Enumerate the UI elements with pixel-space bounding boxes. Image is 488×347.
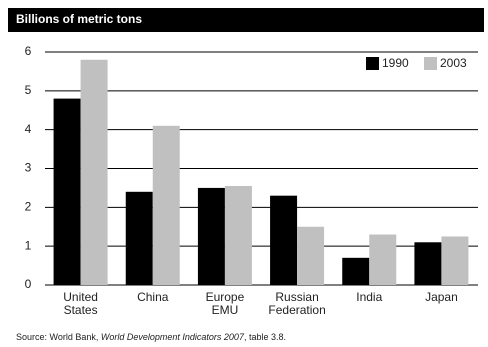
- bar: [369, 234, 397, 285]
- chart-title: Billions of metric tons: [16, 12, 142, 26]
- y-tick-label: 0: [25, 277, 32, 291]
- bar: [224, 185, 252, 285]
- title-bar: [8, 8, 484, 32]
- x-tick-label-line: Europe: [206, 290, 245, 304]
- source: Source: World Bank, World Development In…: [16, 332, 286, 342]
- x-tick-label: Europe EMU: [206, 290, 245, 317]
- y-tick-label: 2: [25, 200, 32, 214]
- bar: [270, 195, 298, 285]
- x-tick-label-line: Federation: [268, 303, 325, 317]
- source-prefix: Source: World Bank,: [16, 332, 101, 342]
- x-tick-label-line: Russian: [275, 290, 318, 304]
- x-tick-label: United States: [63, 290, 98, 317]
- y-tick-label: 4: [25, 122, 32, 136]
- bar: [414, 242, 442, 285]
- x-tick-label-line: EMU: [212, 303, 239, 317]
- legend-label: 2003: [440, 56, 467, 70]
- x-tick-label-line: India: [356, 290, 382, 304]
- x-tick-label-line: China: [137, 290, 169, 304]
- x-tick-label: India: [356, 290, 382, 304]
- bar: [297, 226, 325, 285]
- x-tick-label: Russian Federation: [268, 290, 325, 317]
- legend-label: 1990: [382, 56, 409, 70]
- source-italic: World Development Indicators 2007: [101, 332, 245, 342]
- bar: [441, 236, 469, 285]
- x-tick-label: Japan: [425, 290, 458, 304]
- x-tick-label-line: United: [63, 290, 98, 304]
- bar: [152, 125, 180, 286]
- x-tick-label-line: Japan: [425, 290, 458, 304]
- legend-bg: [362, 54, 476, 72]
- legend-swatch: [424, 57, 437, 70]
- source-suffix: , table 3.8.: [244, 332, 286, 342]
- y-tick-label: 6: [25, 44, 32, 58]
- bar: [53, 98, 81, 285]
- bar: [197, 187, 225, 285]
- legend-swatch: [366, 57, 379, 70]
- y-tick-label: 1: [25, 238, 32, 252]
- y-tick-label: 3: [25, 161, 32, 175]
- x-tick-label: China: [137, 290, 169, 304]
- bar: [342, 257, 370, 285]
- x-tick-label-line: States: [64, 303, 98, 317]
- bar: [125, 191, 153, 285]
- y-tick-label: 5: [25, 83, 32, 97]
- bar: [80, 59, 108, 286]
